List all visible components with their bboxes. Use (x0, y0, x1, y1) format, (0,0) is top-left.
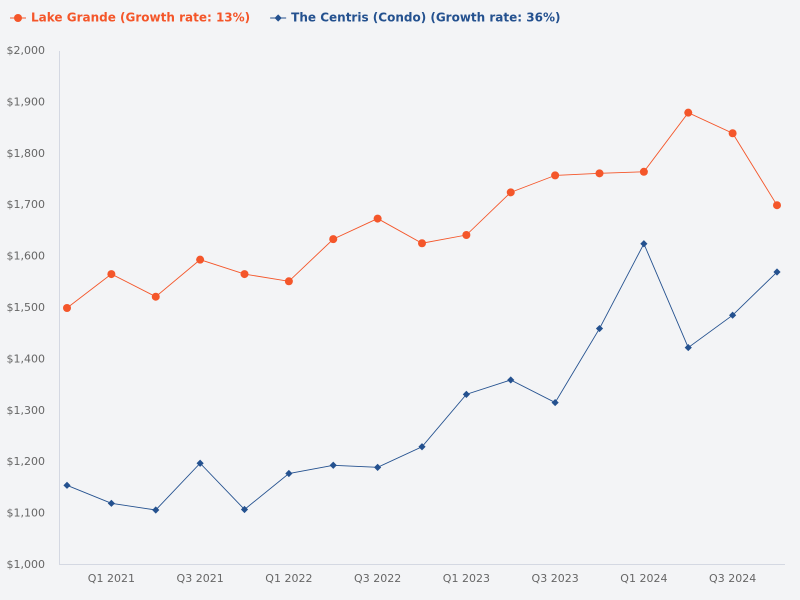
point (14, 14, 22, 22)
point (240, 270, 249, 279)
point (107, 499, 115, 507)
y-tick-label: $1,900 (7, 95, 46, 108)
y-tick-label: $1,600 (7, 250, 46, 263)
y-tick-label: $1,000 (7, 558, 46, 571)
x-tick-label: Q3 2023 (532, 572, 579, 585)
y-tick-label: $1,300 (7, 404, 46, 417)
point (728, 129, 737, 138)
point (773, 268, 781, 276)
x-tick-label: Q1 2021 (88, 572, 135, 585)
point (284, 277, 293, 286)
point (773, 201, 781, 210)
y-tick-label: $1,100 (7, 507, 46, 520)
point (152, 506, 160, 514)
point (374, 463, 382, 471)
point (684, 108, 693, 117)
x-tick-label: Q3 2021 (177, 572, 224, 585)
point (551, 398, 559, 407)
y-tick-label: $1,500 (7, 301, 46, 314)
point (462, 390, 470, 398)
point (240, 505, 249, 514)
y-tick-label: $1,700 (7, 198, 46, 211)
point (329, 461, 337, 469)
point (373, 214, 382, 223)
point (418, 239, 426, 248)
point (639, 167, 648, 176)
point (462, 231, 471, 240)
point (63, 304, 71, 312)
point (595, 169, 604, 178)
point (274, 14, 282, 22)
point (63, 481, 71, 489)
y-tick-label: $2,000 (7, 44, 46, 57)
point (507, 376, 515, 384)
point (329, 235, 338, 244)
point (640, 240, 648, 248)
point (551, 171, 560, 180)
point (729, 311, 737, 319)
point (196, 459, 204, 467)
x-tick-label: Q1 2024 (620, 572, 667, 585)
x-tick-label: Q1 2023 (443, 572, 490, 585)
x-tick-label: Q1 2022 (265, 572, 312, 585)
y-tick-label: $1,400 (7, 352, 46, 365)
point (506, 188, 515, 197)
point (684, 343, 692, 352)
point (151, 292, 160, 301)
point (107, 270, 116, 279)
x-tick-label: Q3 2022 (354, 572, 401, 585)
point (285, 469, 293, 478)
point (595, 324, 604, 333)
legend-text: Lake Grande (Growth rate: 13%) (31, 11, 250, 25)
point (418, 443, 426, 451)
y-tick-label: $1,200 (7, 455, 46, 468)
legend-text: The Centris (Condo) (Growth rate: 36%) (291, 11, 560, 25)
point (196, 255, 205, 264)
y-tick-label: $1,800 (7, 147, 46, 160)
x-tick-label: Q3 2024 (709, 572, 756, 585)
